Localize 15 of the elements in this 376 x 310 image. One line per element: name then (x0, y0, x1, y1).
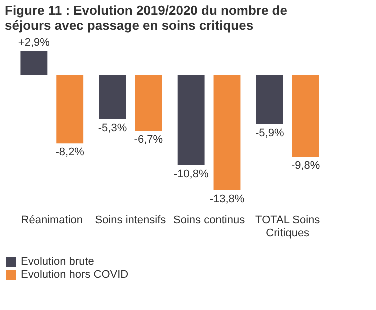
legend-label: Evolution hors COVID (21, 269, 129, 281)
x-tick-label: Soins continus (174, 214, 246, 226)
data-label: -9,8% (291, 160, 320, 172)
x-tick-label: Soins intensifs (95, 214, 167, 226)
data-label: -13,8% (210, 193, 245, 206)
data-label: -8,2% (56, 146, 85, 159)
x-tick-label: TOTAL Soins Critiques (256, 214, 321, 240)
data-label: -5,9% (256, 128, 284, 140)
data-label: -10,8% (174, 168, 209, 180)
x-tick-label: Réanimation (21, 214, 84, 226)
data-label: -6,7% (134, 134, 164, 146)
chart-title: Figure 11 : Evolution 2019/2020 du nombre de séjours avec passage en soins critiques (5, 3, 288, 34)
legend-label: Evolution brute (21, 256, 94, 268)
data-label: +2,9% (18, 37, 50, 50)
data-label: -5,3% (98, 122, 128, 134)
